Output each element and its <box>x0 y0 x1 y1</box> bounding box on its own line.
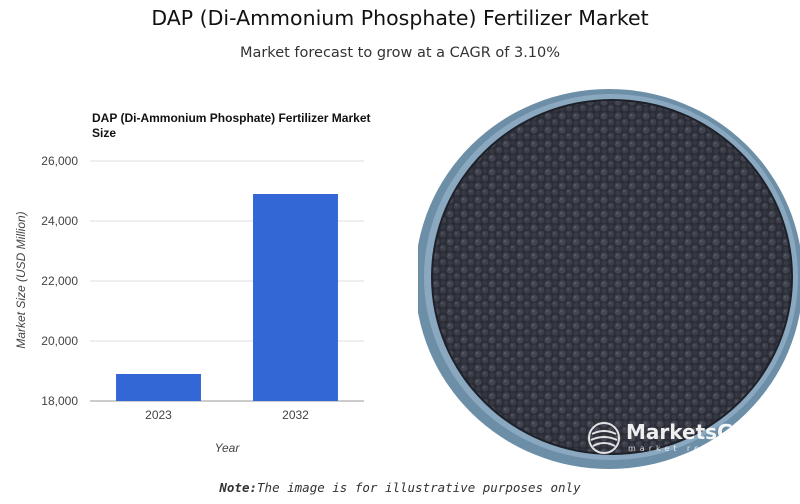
y-axis-ticks: 18,000 20,000 22,000 24,000 26,000 <box>41 154 78 408</box>
chart-title: DAP (Di-Ammonium Phosphate) Fertilizer M… <box>92 111 371 140</box>
footnote-text: The image is for illustrative purposes o… <box>257 480 581 495</box>
y-tick-label: 18,000 <box>41 394 78 408</box>
x-axis-title: Year <box>215 441 241 455</box>
bar-2023 <box>116 374 201 401</box>
y-tick-label: 20,000 <box>41 334 78 348</box>
y-tick-label: 26,000 <box>41 154 78 168</box>
x-tick-label: 2032 <box>282 408 309 422</box>
footnote: Note:The image is for illustrative purpo… <box>0 480 800 495</box>
y-tick-label: 22,000 <box>41 274 78 288</box>
page-title: DAP (Di-Ammonium Phosphate) Fertilizer M… <box>151 6 649 30</box>
bar-2032 <box>253 194 338 401</box>
watermark-logo: MarketsGl market re <box>584 418 800 458</box>
fertilizer-granules-image <box>418 84 800 470</box>
y-tick-label: 24,000 <box>41 214 78 228</box>
y-axis-title: Market Size (USD Million) <box>14 211 28 348</box>
x-tick-label: 2023 <box>145 408 172 422</box>
footnote-label: Note: <box>219 480 258 495</box>
x-axis-ticks: 2023 2032 <box>145 408 309 422</box>
bars <box>116 194 338 401</box>
page-subtitle: Market forecast to grow at a CAGR of 3.1… <box>239 45 561 61</box>
